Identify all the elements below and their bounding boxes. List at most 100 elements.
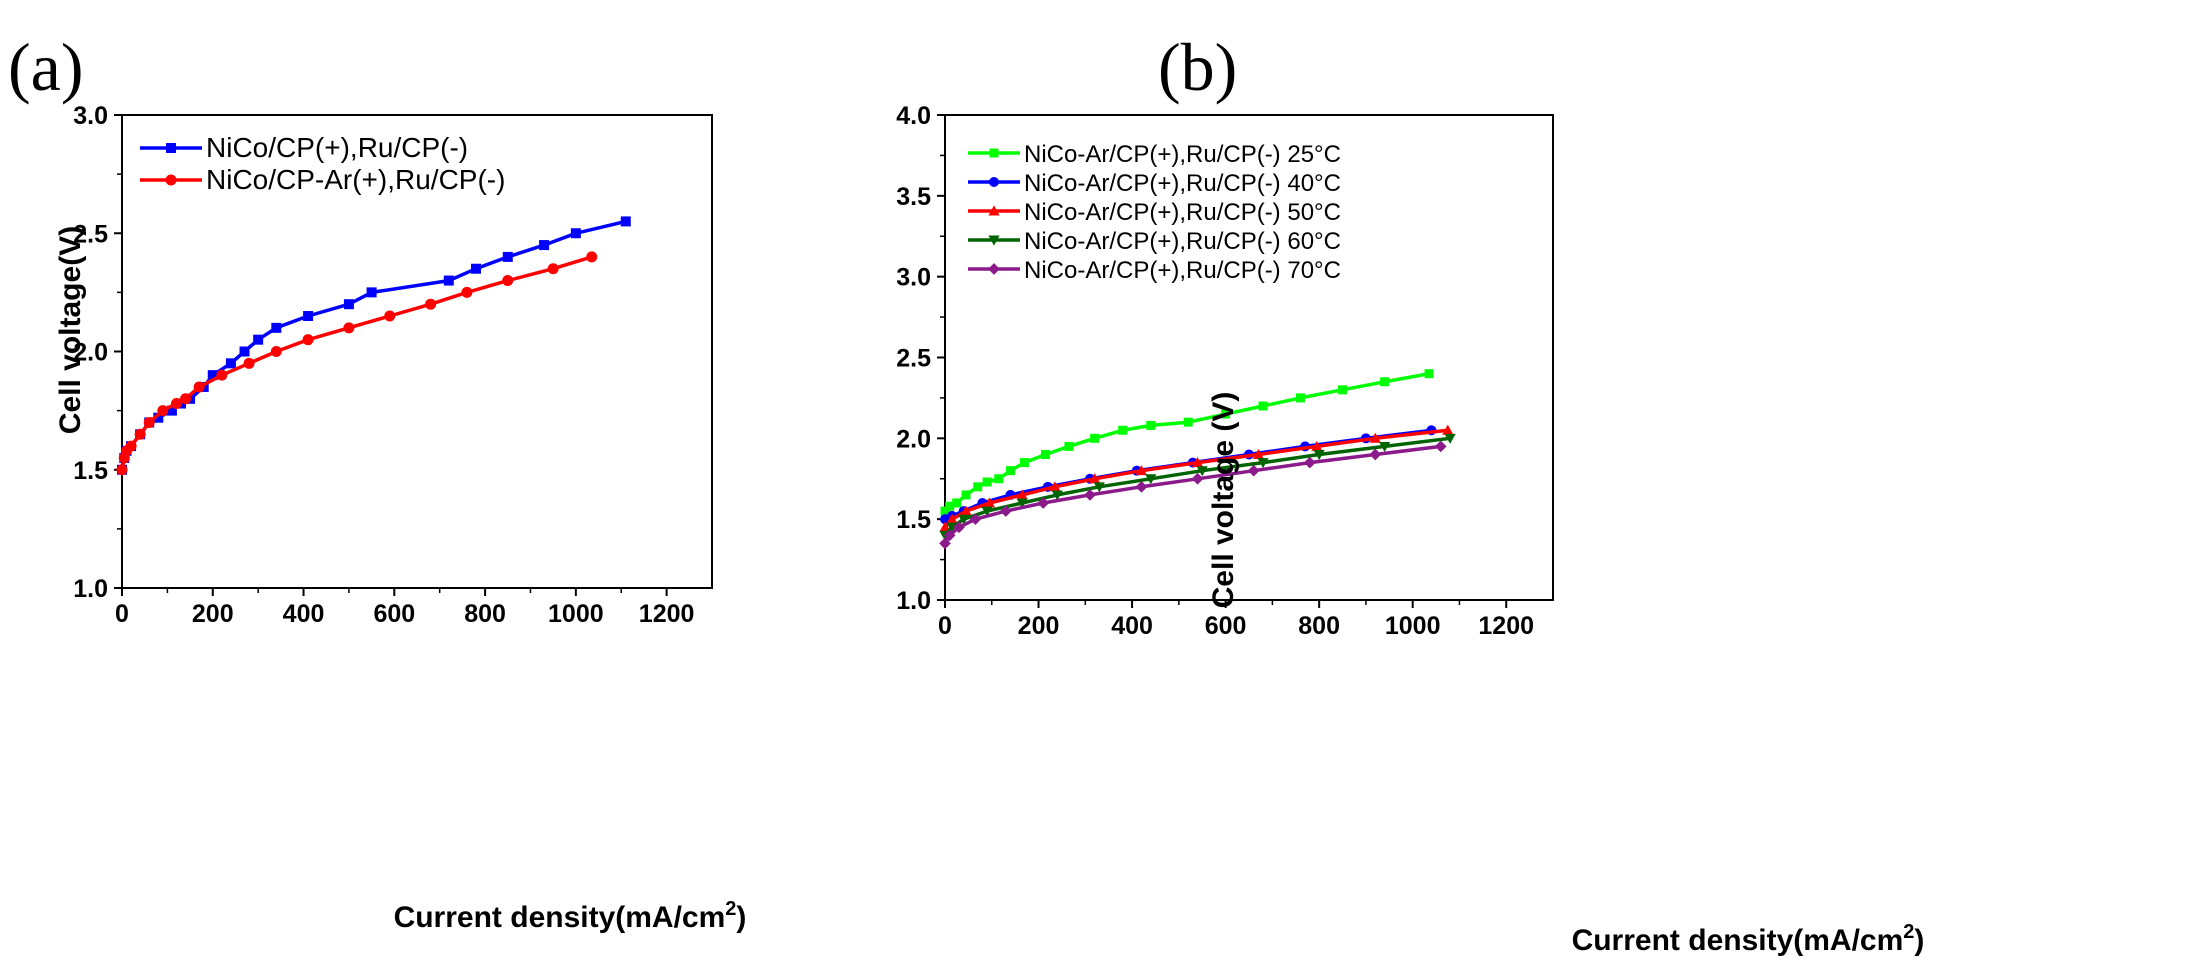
data-point <box>302 334 314 346</box>
data-point <box>958 514 970 525</box>
y-axis-title-a: Cell voltage(V) <box>54 226 87 434</box>
x-tick-label: 0 <box>938 612 952 640</box>
data-point <box>1313 450 1325 461</box>
data-point <box>1311 440 1323 451</box>
data-point <box>1191 457 1204 468</box>
data-point <box>961 490 971 500</box>
data-point <box>180 393 192 405</box>
y-tick-label: 2.0 <box>73 339 108 367</box>
data-point <box>207 370 218 381</box>
x-tick-label: 1000 <box>1385 612 1441 640</box>
data-point <box>1247 464 1260 477</box>
y-tick-label: 2.0 <box>896 425 931 453</box>
data-point <box>1191 472 1204 485</box>
panel-b-label: (b) <box>1158 29 1237 105</box>
y-tick-label: 3.0 <box>896 264 931 292</box>
data-point <box>502 275 514 287</box>
data-point <box>1016 489 1028 500</box>
data-point <box>270 346 282 357</box>
legend-label: NiCo-Ar/CP(+),Ru/CP(-) 25°C <box>1024 141 1341 168</box>
y-tick-label: 1.5 <box>73 457 108 485</box>
data-point <box>1090 433 1100 443</box>
series-b-4 <box>939 440 1447 550</box>
data-point <box>1145 474 1157 485</box>
x-tick-label: 1200 <box>1478 612 1534 640</box>
y-axis-title-b: Cell voltage (V) <box>1207 392 1240 609</box>
data-point <box>425 298 437 310</box>
data-point <box>1020 458 1030 468</box>
x-axis-title-a-close: ) <box>736 901 746 934</box>
legend-swatch-marker <box>166 143 176 153</box>
legend-label: NiCo/CP(+),Ru/CP(-) <box>206 132 468 163</box>
x-tick-label: 1000 <box>548 600 604 628</box>
data-point <box>243 357 255 369</box>
legend-label: NiCo-Ar/CP(+),Ru/CP(-) 70°C <box>1024 257 1341 284</box>
x-tick-label: 800 <box>1298 612 1340 640</box>
data-point <box>1338 385 1348 395</box>
data-point <box>253 334 264 345</box>
y-tick-label: 4.0 <box>896 102 931 130</box>
legend-label: NiCo-Ar/CP(+),Ru/CP(-) 40°C <box>1024 170 1341 197</box>
data-point <box>366 287 377 298</box>
data-point <box>1051 490 1063 501</box>
data-point <box>960 505 972 516</box>
data-point <box>471 263 481 274</box>
y-tick-label: 2.5 <box>73 220 108 248</box>
data-point <box>1037 497 1050 509</box>
legend-swatch-marker <box>988 263 1000 275</box>
data-point <box>999 505 1012 517</box>
x-axis-title-b-close: ) <box>1914 924 1924 957</box>
data-point <box>153 412 164 423</box>
data-point <box>953 521 965 534</box>
y-tick-label: 3.5 <box>896 183 931 211</box>
legend-item: NiCo-Ar/CP(+),Ru/CP(-) 25°C <box>968 141 1341 168</box>
y-tick-label: 3.0 <box>73 102 108 130</box>
data-point <box>1379 441 1391 452</box>
legend-swatch-marker <box>989 177 999 187</box>
data-point <box>1252 448 1264 459</box>
data-point <box>994 474 1004 484</box>
data-point <box>502 251 513 262</box>
data-point <box>939 537 951 550</box>
legend-swatch-marker <box>989 148 999 158</box>
series-line <box>120 219 627 471</box>
data-point <box>1016 498 1028 509</box>
series-a-0 <box>117 216 631 475</box>
x-tick-label: 600 <box>373 600 415 628</box>
x-tick-label: 400 <box>1111 612 1153 640</box>
data-point <box>570 228 581 239</box>
data-point <box>1258 401 1268 411</box>
data-point <box>1064 441 1074 451</box>
legend-item: NiCo-Ar/CP(+),Ru/CP(-) 50°C <box>968 199 1341 226</box>
legend-label: NiCo-Ar/CP(+),Ru/CP(-) 50°C <box>1024 199 1341 226</box>
data-point <box>1118 425 1128 435</box>
legend-swatch-marker <box>165 174 177 186</box>
legend-item: NiCo/CP-Ar(+),Ru/CP(-) <box>140 164 505 195</box>
data-point <box>939 521 951 532</box>
data-point <box>443 275 454 286</box>
series-line <box>120 255 593 471</box>
legend-swatch-marker <box>988 205 1000 216</box>
data-point <box>983 497 996 508</box>
data-point <box>1183 417 1193 427</box>
x-axis-title-a-sup: 2 <box>725 898 736 920</box>
data-point <box>343 322 355 334</box>
data-point <box>170 398 182 410</box>
data-point <box>586 251 598 263</box>
data-point <box>981 506 993 517</box>
data-point <box>1089 473 1101 484</box>
y-tick-label: 1.0 <box>73 575 108 603</box>
data-point <box>166 405 177 416</box>
x-tick-label: 600 <box>1205 612 1247 640</box>
data-point <box>1442 424 1454 435</box>
data-point <box>143 416 155 428</box>
x-axis-title-b-main: Current density(mA/cm <box>1572 924 1904 957</box>
x-tick-label: 200 <box>192 600 234 628</box>
panel-a-chart: (a) 0 200 400 600 800 1000 1200 1.0 1.5 2.0 2.5 3.0… <box>8 29 746 934</box>
data-point <box>225 358 236 369</box>
data-point <box>1434 440 1447 453</box>
data-point <box>1369 432 1381 443</box>
data-point <box>1221 409 1231 419</box>
panel-a-label: (a) <box>8 29 83 105</box>
data-point <box>1005 466 1015 476</box>
